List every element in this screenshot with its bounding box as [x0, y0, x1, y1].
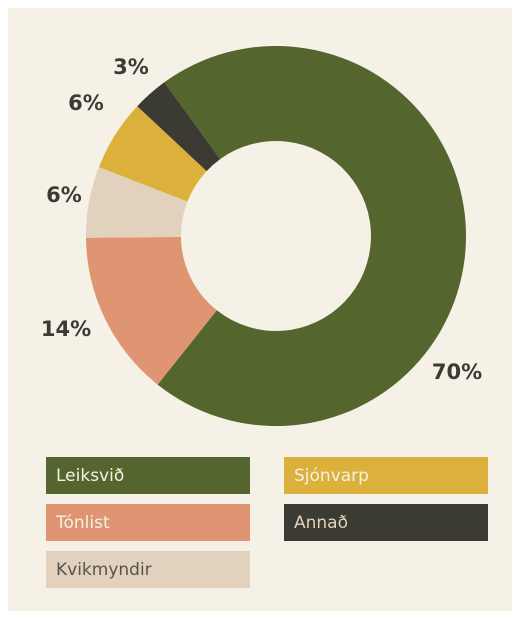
- legend-label: Annað: [294, 513, 348, 533]
- legend-swatch: [46, 504, 250, 541]
- value-label: 70%: [432, 360, 482, 384]
- legend-label: Sjónvarp: [294, 466, 369, 486]
- legend-swatch: [284, 504, 488, 541]
- legend-label: Tónlist: [55, 513, 110, 533]
- legend-label: Leiksvið: [56, 466, 124, 486]
- legend-swatch: [284, 457, 488, 494]
- donut-slice: [137, 82, 221, 172]
- value-label: 6%: [68, 91, 104, 115]
- donut-slice: [98, 106, 207, 202]
- value-label: 3%: [113, 55, 149, 79]
- donut-slice: [86, 236, 217, 385]
- value-label: 14%: [41, 317, 91, 341]
- legend-label: Kvikmyndir: [56, 560, 152, 580]
- legend-swatch: [46, 457, 250, 494]
- donut-slice: [86, 167, 188, 238]
- value-label: 6%: [46, 183, 82, 207]
- donut-slice: [157, 46, 466, 427]
- legend-swatch: [46, 551, 250, 588]
